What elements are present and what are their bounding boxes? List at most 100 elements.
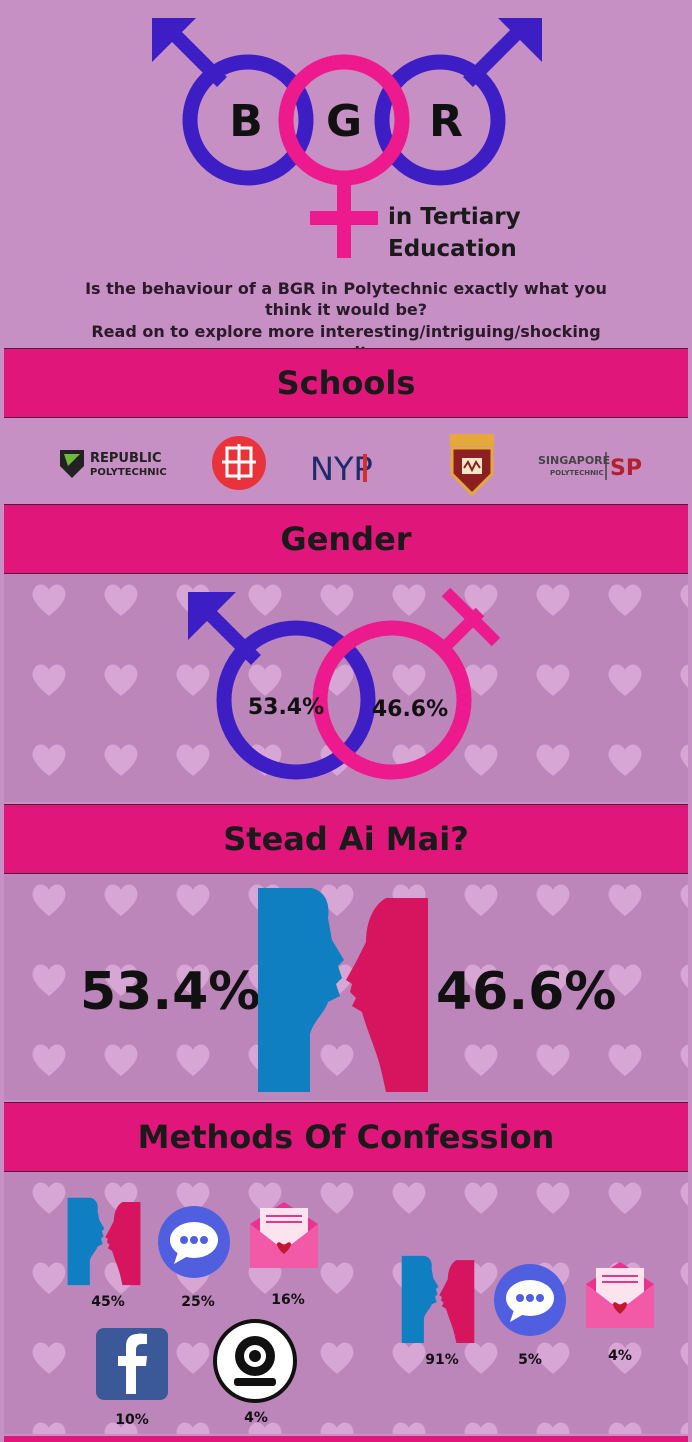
heart-icon bbox=[608, 664, 642, 696]
bottom-banner-edge bbox=[4, 1436, 688, 1442]
heart-icon bbox=[392, 1182, 426, 1214]
heart-icon bbox=[392, 1342, 426, 1374]
methods-panel: 45% 25% 16% 10% 4% 91% 5% bbox=[4, 1172, 688, 1434]
bgr-logo: B G R in Tertiary Education bbox=[152, 18, 542, 262]
heart-icon bbox=[32, 1262, 66, 1294]
heart-icon bbox=[608, 1182, 642, 1214]
method-face-pct: 45% bbox=[91, 1294, 125, 1310]
heart-icon bbox=[32, 664, 66, 696]
heart-icon bbox=[464, 1342, 498, 1374]
male-symbol-right-icon bbox=[374, 18, 542, 186]
heart-icon bbox=[320, 1182, 354, 1214]
section-gender: Gender bbox=[4, 504, 688, 574]
male-percentage: 53.4% bbox=[248, 695, 324, 720]
svg-text:POLYTECHNIC: POLYTECHNIC bbox=[90, 467, 167, 478]
heart-icon bbox=[104, 664, 138, 696]
method-webcam-pct: 4% bbox=[244, 1410, 268, 1426]
female-symbol-icon bbox=[278, 54, 410, 258]
heart-icon bbox=[248, 664, 282, 696]
heart-icon bbox=[32, 1182, 66, 1214]
gender-symbols: 53.4% 46.6% bbox=[188, 587, 501, 780]
faces-silhouette-icon bbox=[258, 888, 428, 1092]
intro-question: Is the behaviour of a BGR in Polytechnic… bbox=[85, 279, 607, 319]
heart-icon bbox=[464, 964, 498, 996]
heart-icon bbox=[680, 1182, 688, 1206]
heart-icon bbox=[392, 1422, 426, 1434]
heart-icon bbox=[176, 884, 210, 916]
heart-icon bbox=[176, 1044, 210, 1076]
heart-icon bbox=[104, 584, 138, 616]
heart-icon bbox=[32, 1422, 66, 1434]
heart-icon bbox=[536, 1044, 570, 1076]
section-methods: Methods Of Confession bbox=[4, 1102, 688, 1172]
heart-icon bbox=[680, 584, 688, 608]
letter-r: R bbox=[429, 96, 463, 147]
heart-icon bbox=[248, 1182, 282, 1214]
heart-icon bbox=[32, 1044, 66, 1076]
stead-no-percentage: 46.6% bbox=[436, 962, 617, 1022]
heart-icon bbox=[392, 584, 426, 616]
heart-icon bbox=[320, 1422, 354, 1434]
heart-icon bbox=[680, 1262, 688, 1286]
heart-icon bbox=[248, 584, 282, 616]
heart-icon bbox=[536, 884, 570, 916]
heart-icon bbox=[680, 1044, 688, 1068]
heart-icon bbox=[536, 584, 570, 616]
heart-icon bbox=[536, 744, 570, 776]
heart-icon bbox=[464, 1422, 498, 1434]
male-symbol-icon bbox=[188, 592, 376, 780]
heart-icon bbox=[32, 584, 66, 616]
heart-icon bbox=[680, 664, 688, 688]
heart-icon bbox=[248, 1262, 282, 1294]
section-stead: Stead Ai Mai? bbox=[4, 804, 688, 874]
heart-icon bbox=[680, 1342, 688, 1366]
letter-b: B bbox=[229, 96, 263, 147]
heart-icon bbox=[320, 884, 354, 916]
heart-icon bbox=[248, 1422, 282, 1434]
svg-text:SINGAPORE: SINGAPORE bbox=[538, 454, 610, 467]
heart-icon bbox=[608, 1342, 642, 1374]
heart-icon bbox=[536, 1422, 570, 1434]
heart-icon bbox=[320, 1342, 354, 1374]
heart-icon bbox=[680, 1422, 688, 1434]
svg-text:NYP: NYP bbox=[310, 450, 373, 488]
heart-icon bbox=[32, 1342, 66, 1374]
chat-bubble-icon bbox=[494, 1264, 566, 1336]
method-letter-pct: 16% bbox=[271, 1292, 305, 1308]
section-title: Gender bbox=[280, 520, 412, 558]
heart-icon bbox=[608, 1044, 642, 1076]
heart-icon bbox=[176, 664, 210, 696]
school-logos: REPUBLIC POLYTECHNIC NYP SINGAPORE POLYT… bbox=[0, 420, 692, 502]
heart-icon bbox=[392, 664, 426, 696]
method-right-letter-pct: 4% bbox=[608, 1348, 632, 1364]
republic-polytechnic-logo: REPUBLIC POLYTECHNIC bbox=[60, 450, 167, 478]
method-right-face-pct: 91% bbox=[425, 1352, 459, 1368]
singapore-polytechnic-logo: SINGAPORE POLYTECHNIC SP bbox=[538, 452, 642, 481]
female-symbol-icon bbox=[312, 587, 501, 780]
heart-icon bbox=[176, 744, 210, 776]
face-to-face-icon bbox=[401, 1255, 475, 1343]
female-percentage: 46.6% bbox=[372, 697, 448, 722]
heart-icon bbox=[536, 664, 570, 696]
heart-icon bbox=[536, 1182, 570, 1214]
section-title: Schools bbox=[276, 364, 416, 402]
heart-icon bbox=[32, 884, 66, 916]
facebook-icon bbox=[96, 1328, 168, 1400]
svg-text:POLYTECHNIC: POLYTECHNIC bbox=[550, 469, 604, 477]
temasek-polytechnic-logo bbox=[212, 436, 266, 490]
heart-icon bbox=[680, 744, 688, 768]
chat-bubble-icon bbox=[158, 1206, 230, 1278]
letter-g: G bbox=[326, 96, 362, 147]
heart-icon bbox=[608, 1422, 642, 1434]
heart-icon bbox=[536, 964, 570, 996]
heart-icon bbox=[104, 1044, 138, 1076]
heart-icon bbox=[176, 1342, 210, 1374]
heart-icon bbox=[464, 664, 498, 696]
heart-icon bbox=[464, 1044, 498, 1076]
heart-icon bbox=[464, 584, 498, 616]
stead-panel: 53.4% 46.6% bbox=[4, 874, 688, 1100]
heart-icon bbox=[608, 744, 642, 776]
love-letter-icon bbox=[586, 1262, 654, 1328]
heart-icon bbox=[464, 884, 498, 916]
heart-icon bbox=[104, 1422, 138, 1434]
